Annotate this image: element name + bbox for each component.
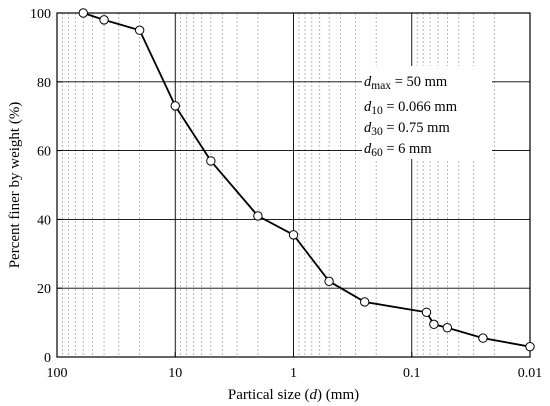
annotation-30: d30 = 0.75 mm xyxy=(364,120,450,138)
data-point xyxy=(170,101,180,111)
x-tick-label: 0.1 xyxy=(403,366,421,381)
annotation-60: d60 = 6 mm xyxy=(364,141,432,159)
x-tick-label: 1 xyxy=(290,366,297,381)
data-point xyxy=(288,230,299,240)
x-tick-label: 100 xyxy=(47,366,68,381)
y-tick-label: 40 xyxy=(37,213,51,228)
y-tick-label: 100 xyxy=(30,7,51,22)
annotation-box: dmax = 50 mm d10 = 0.066 mm d30 = 0.75 mm d… xyxy=(362,66,492,159)
x-tick-label: 10 xyxy=(168,366,182,381)
x-tick-labels: 100 10 1 0.1 0.01 xyxy=(47,366,543,381)
annotation-background xyxy=(362,66,492,159)
data-point xyxy=(359,297,370,307)
data-point xyxy=(206,156,216,166)
y-axis-title: Percent finer by weight (%) xyxy=(7,102,23,269)
gradation-curve xyxy=(82,12,531,348)
data-point xyxy=(478,333,488,343)
data-point xyxy=(421,307,432,317)
axis-ticks xyxy=(56,12,531,358)
y-tick-label: 20 xyxy=(37,282,51,297)
minor-gridlines xyxy=(62,13,495,357)
x-axis-title: Partical size (d) (mm) xyxy=(228,387,359,403)
data-point xyxy=(134,25,145,35)
data-point xyxy=(78,8,88,18)
y-tick-label: 60 xyxy=(37,145,51,160)
data-point xyxy=(324,276,334,287)
data-points xyxy=(78,8,535,352)
annotation-10: d10 = 0.066 mm xyxy=(364,99,458,117)
data-point xyxy=(99,15,109,25)
data-point xyxy=(525,341,535,352)
y-tick-labels: 0 20 40 60 80 100 xyxy=(30,7,51,366)
annotation-max: dmax = 50 mm xyxy=(364,74,448,92)
data-point xyxy=(253,211,263,221)
data-point xyxy=(442,323,453,333)
y-tick-label: 80 xyxy=(37,76,51,91)
data-point xyxy=(429,319,439,330)
x-tick-label: 0.01 xyxy=(518,366,543,381)
y-tick-label: 0 xyxy=(44,351,51,366)
